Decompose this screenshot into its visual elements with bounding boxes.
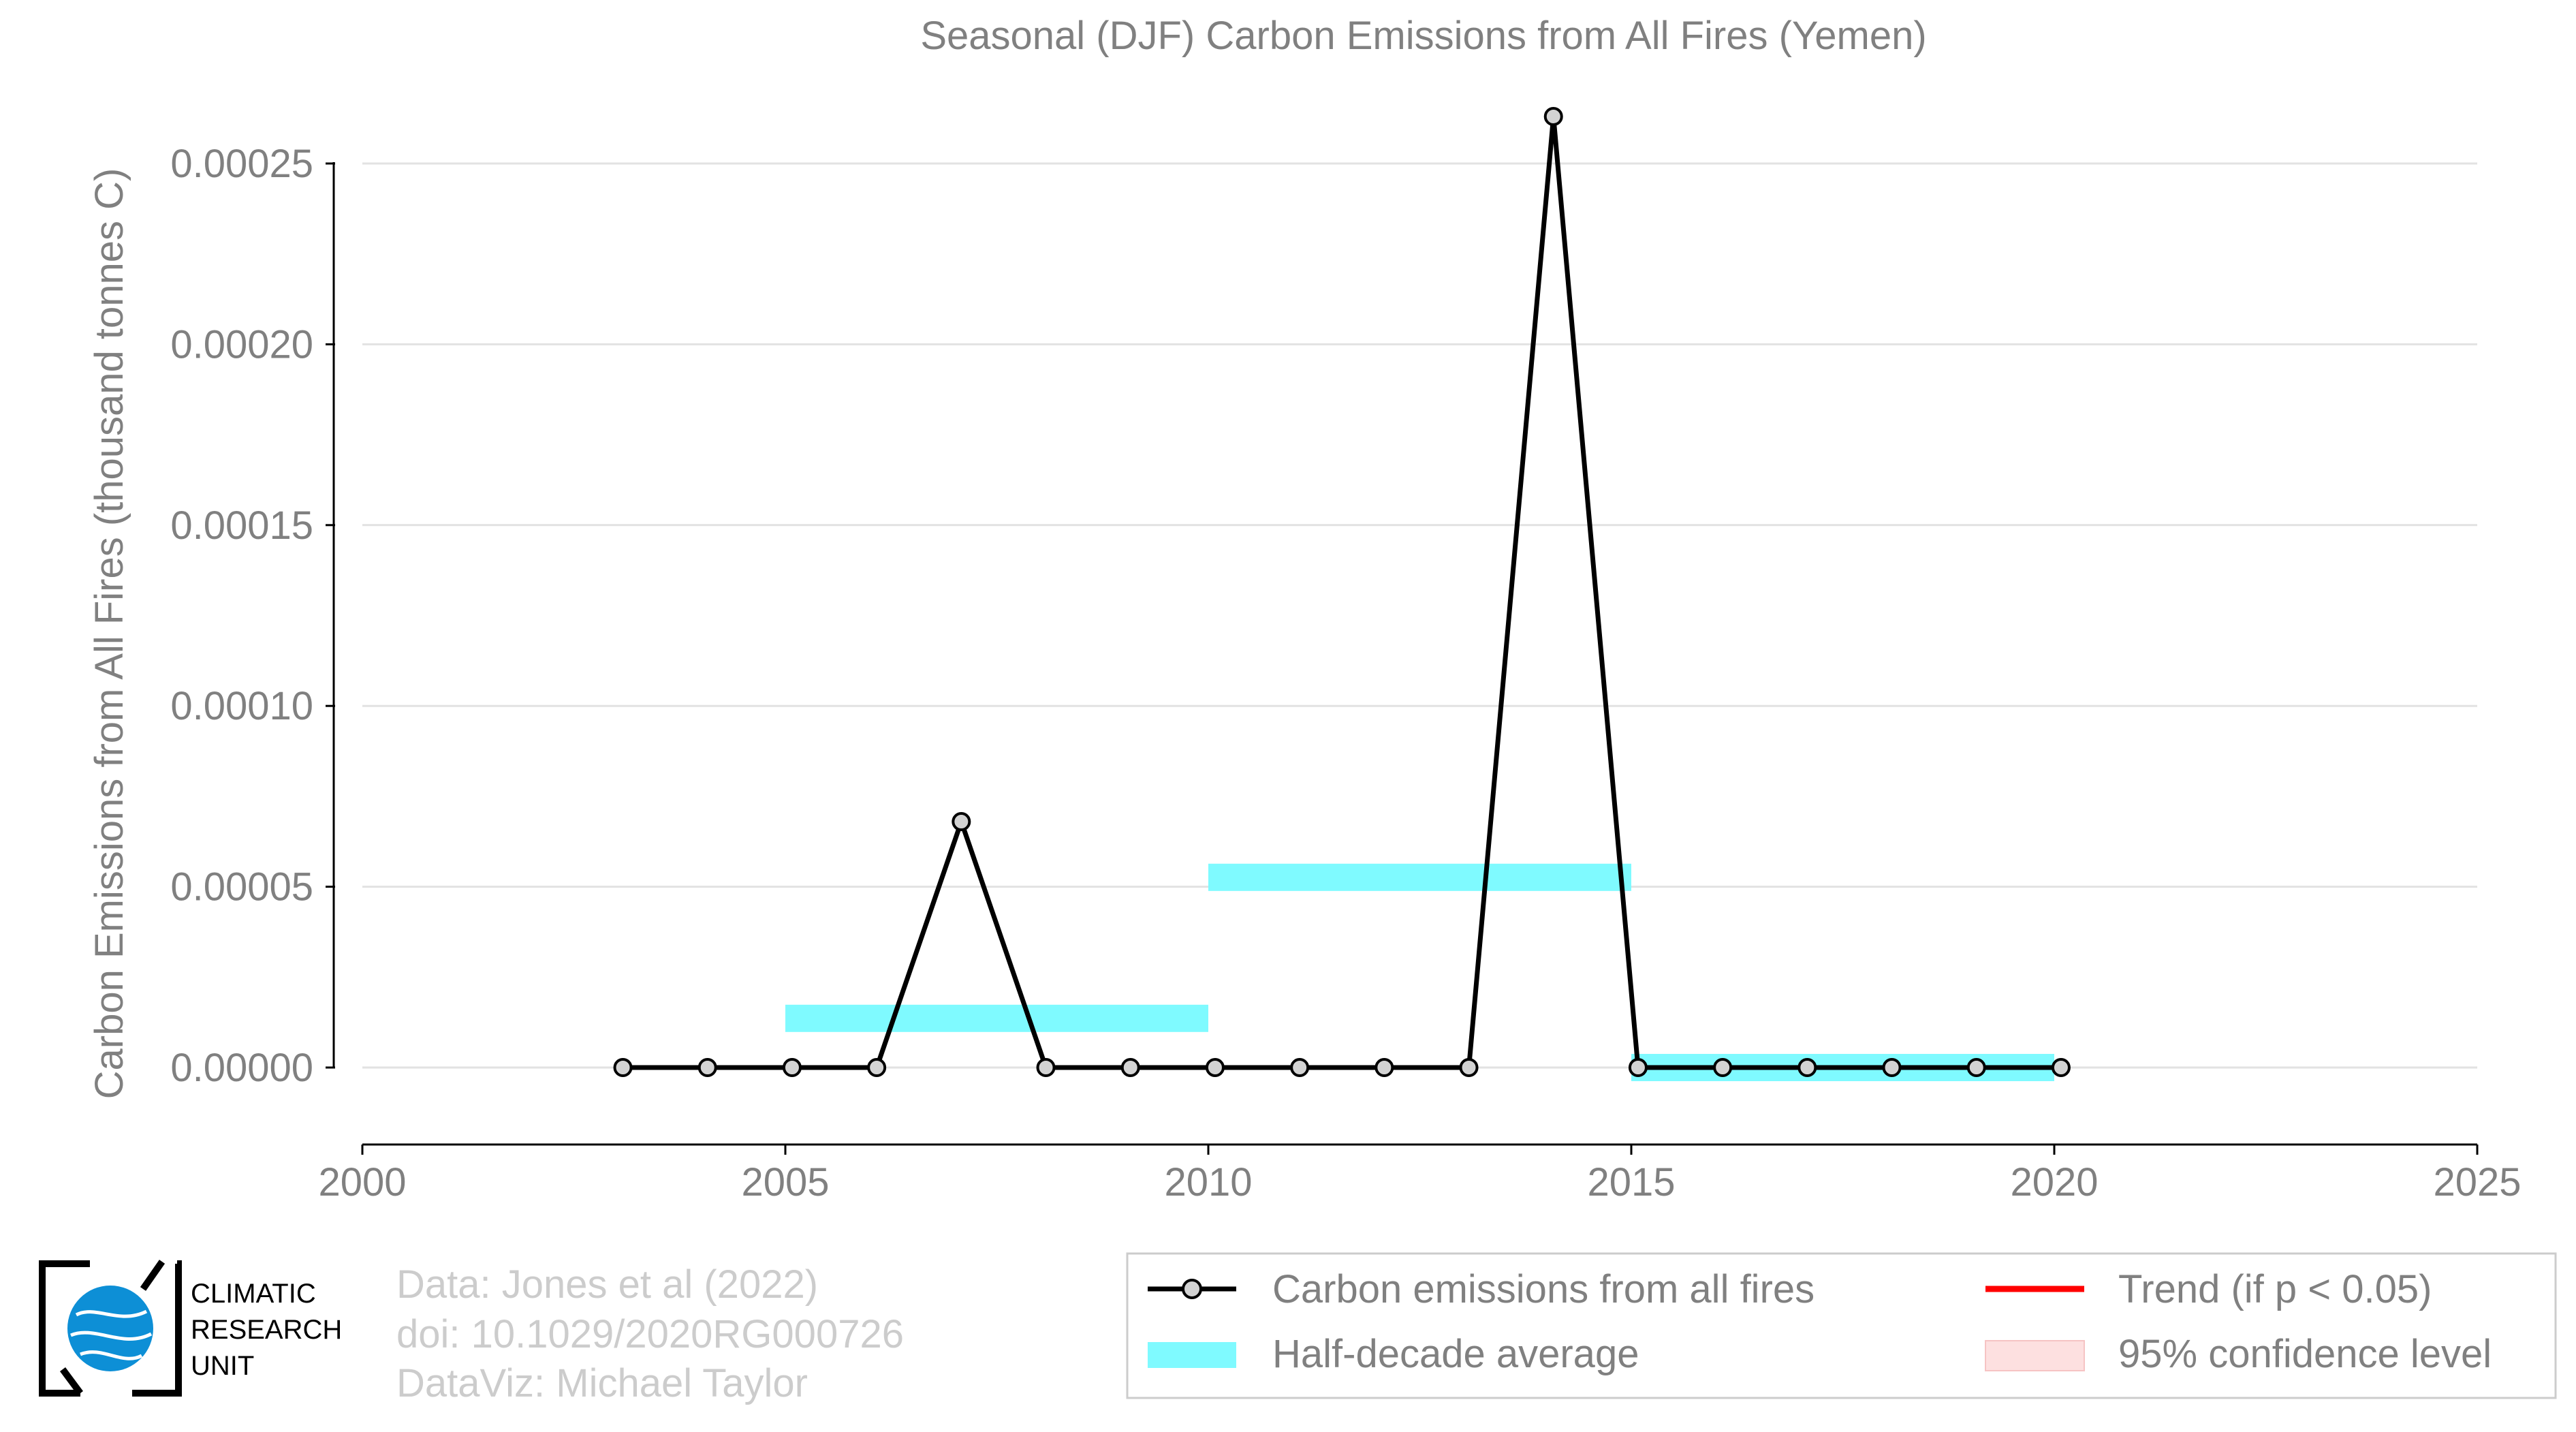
y-tick-label: 0.00000 bbox=[170, 1046, 313, 1090]
data-point bbox=[867, 1058, 887, 1077]
logo-bracket-left bbox=[39, 1260, 90, 1397]
logo-slash-top bbox=[140, 1260, 166, 1291]
legend-label-trend: Trend (if p < 0.05) bbox=[2118, 1267, 2432, 1311]
logo-bracket-right bbox=[132, 1260, 182, 1397]
legend-swatch-confidence bbox=[1985, 1340, 2085, 1371]
data-point bbox=[1459, 1058, 1479, 1077]
data-point bbox=[952, 812, 971, 832]
logo-text-line2: RESEARCH bbox=[191, 1315, 342, 1345]
x-tick-label: 2025 bbox=[2433, 1160, 2521, 1204]
credit-dataviz: DataViz: Michael Taylor bbox=[396, 1361, 808, 1405]
chart-title: Seasonal (DJF) Carbon Emissions from All… bbox=[920, 14, 1926, 58]
data-point bbox=[1882, 1058, 1902, 1077]
globe-icon bbox=[67, 1286, 153, 1371]
data-point bbox=[1205, 1058, 1225, 1077]
logo-text-line3: UNIT bbox=[191, 1351, 254, 1381]
y-tick-label: 0.00025 bbox=[170, 142, 313, 186]
legend-label-confidence: 95% confidence level bbox=[2118, 1332, 2492, 1376]
half-decade-average-bars bbox=[785, 863, 2054, 1081]
data-point bbox=[1120, 1058, 1140, 1077]
data-point bbox=[1628, 1058, 1648, 1077]
data-point bbox=[1797, 1058, 1817, 1077]
y-tick-label: 0.00015 bbox=[170, 503, 313, 548]
grid-lines bbox=[362, 162, 2477, 1069]
data-point bbox=[697, 1058, 717, 1077]
data-point bbox=[1713, 1058, 1733, 1077]
data-point bbox=[1966, 1058, 1986, 1077]
data-point bbox=[613, 1058, 633, 1077]
legend-label-series: Carbon emissions from all fires bbox=[1272, 1267, 1815, 1311]
axes: 0.00000 0.00005 0.00010 0.00015 0.00020 0.000… bbox=[170, 142, 2521, 1204]
legend-swatch-average bbox=[1148, 1342, 1236, 1368]
legend: Carbon emissions from all fires Trend (i… bbox=[1126, 1252, 2557, 1399]
data-point bbox=[1036, 1058, 1056, 1077]
y-tick-label: 0.00010 bbox=[170, 684, 313, 728]
y-axis-label: Carbon Emissions from All Fires (thousan… bbox=[87, 168, 131, 1100]
credit-doi: doi: 10.1029/2020RG000726 bbox=[396, 1312, 904, 1356]
globe-wave-3 bbox=[80, 1350, 143, 1360]
data-point bbox=[2051, 1058, 2071, 1077]
x-tick-label: 2010 bbox=[1164, 1160, 1252, 1204]
data-point bbox=[782, 1058, 802, 1077]
cru-logo: CLIMATIC RESEARCH UNIT bbox=[39, 1260, 342, 1397]
legend-swatch-marker bbox=[1182, 1279, 1202, 1299]
x-tick-label: 2020 bbox=[2010, 1160, 2098, 1204]
y-tick-label: 0.00020 bbox=[170, 322, 313, 367]
x-tick-label: 2005 bbox=[741, 1160, 829, 1204]
credits: Data: Jones et al (2022) doi: 10.1029/20… bbox=[396, 1262, 904, 1405]
data-point bbox=[1543, 106, 1563, 126]
legend-label-average: Half-decade average bbox=[1272, 1332, 1639, 1376]
globe-wave-1 bbox=[75, 1309, 148, 1318]
series-line bbox=[623, 114, 2061, 1070]
logo-slash-bottom bbox=[59, 1367, 84, 1395]
half-decade-bar bbox=[785, 1004, 1208, 1032]
x-tick-label: 2015 bbox=[1587, 1160, 1675, 1204]
data-point bbox=[1375, 1058, 1394, 1077]
series-layer bbox=[613, 106, 2071, 1077]
y-tick-label: 0.00005 bbox=[170, 865, 313, 909]
credit-data: Data: Jones et al (2022) bbox=[396, 1262, 818, 1307]
half-decade-bar bbox=[1208, 863, 1631, 891]
x-tick-label: 2000 bbox=[318, 1160, 406, 1204]
globe-wave-2 bbox=[70, 1330, 153, 1341]
logo-text-line1: CLIMATIC bbox=[191, 1279, 316, 1309]
data-point bbox=[1290, 1058, 1310, 1077]
legend-box bbox=[1126, 1252, 2557, 1399]
